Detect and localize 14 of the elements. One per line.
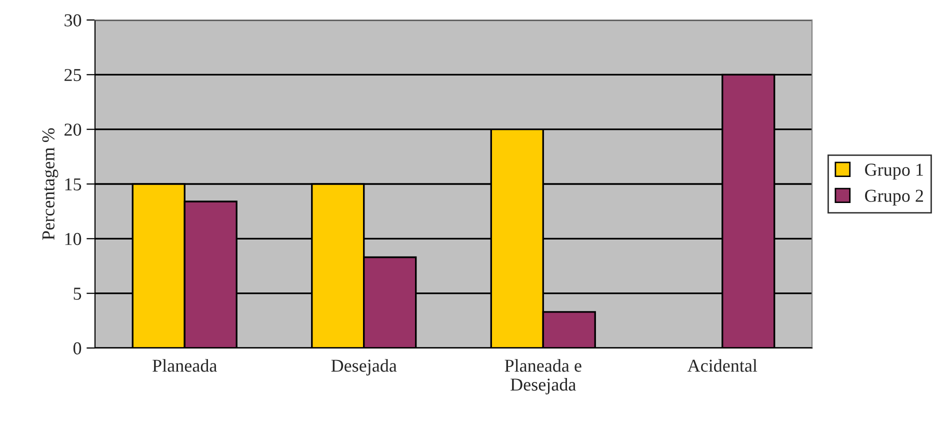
y-axis-title: Percentagem % xyxy=(42,128,58,240)
y-tick-label: 5 xyxy=(74,288,82,300)
x-tick-label: Planeada xyxy=(152,359,217,372)
y-tick-label: 15 xyxy=(65,178,82,190)
x-tick-label: Acidental xyxy=(687,359,758,372)
y-tick-label: 10 xyxy=(65,232,82,246)
legend-label: Grupo 2 xyxy=(865,190,923,206)
y-tick-label: 20 xyxy=(64,124,82,136)
y-tick-label: 0 xyxy=(73,342,82,354)
y-tick-label: 25 xyxy=(64,68,82,82)
x-tick-label: Desejada xyxy=(331,359,397,376)
x-tick-label: Planeada e Desejada xyxy=(504,359,582,394)
legend-label: Grupo 1 xyxy=(865,164,923,180)
y-tick-label: 30 xyxy=(64,14,82,26)
